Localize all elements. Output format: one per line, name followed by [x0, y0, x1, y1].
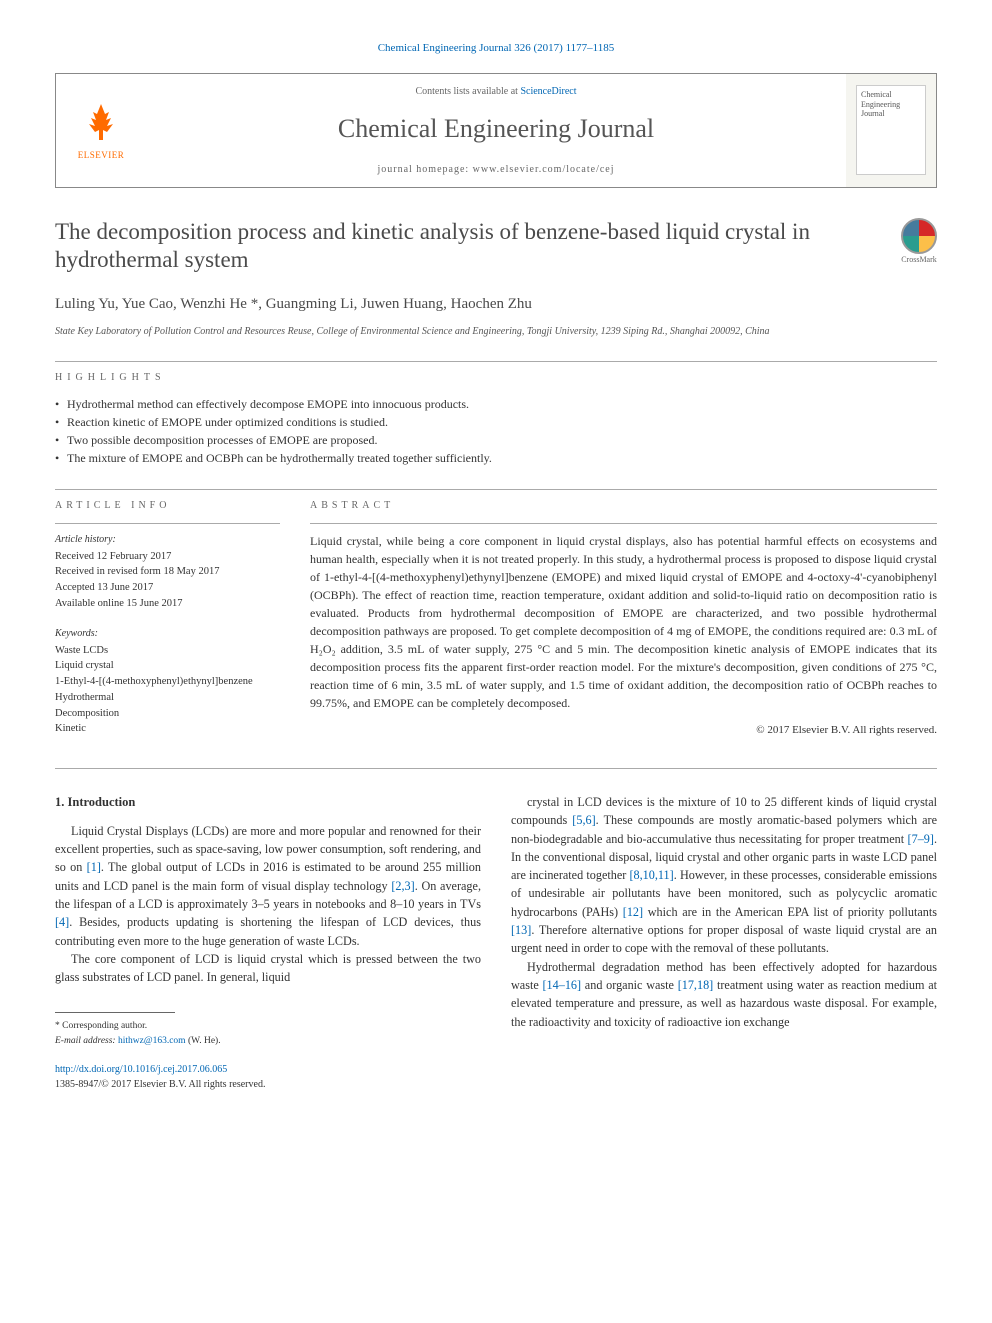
journal-name: Chemical Engineering Journal [154, 109, 838, 148]
authors-line: Luling Yu, Yue Cao, Wenzhi He *, Guangmi… [55, 293, 937, 316]
email-suffix: (W. He). [186, 1036, 221, 1046]
affiliation: State Key Laboratory of Pollution Contro… [55, 324, 937, 339]
keyword: Hydrothermal [55, 690, 280, 706]
citation-bar: Chemical Engineering Journal 326 (2017) … [55, 40, 937, 57]
contents-prefix: Contents lists available at [415, 86, 520, 97]
doi-link[interactable]: http://dx.doi.org/10.1016/j.cej.2017.06.… [55, 1064, 227, 1075]
corr-label: * Corresponding author. [55, 1019, 481, 1033]
keyword: Waste LCDs [55, 643, 280, 659]
crossmark-label: CrossMark [901, 254, 937, 266]
copyright-line: © 2017 Elsevier B.V. All rights reserved… [310, 722, 937, 739]
keyword: Decomposition [55, 706, 280, 722]
highlights-label: HIGHLIGHTS [55, 370, 937, 385]
header-center: Contents lists available at ScienceDirec… [146, 74, 846, 187]
rule [55, 768, 937, 769]
doi-block: http://dx.doi.org/10.1016/j.cej.2017.06.… [55, 1062, 937, 1092]
corr-email-link[interactable]: hithwz@163.com [118, 1036, 186, 1046]
rule [55, 361, 937, 362]
cover-text: Chemical Engineering Journal [856, 85, 926, 175]
issn-line: 1385-8947/© 2017 Elsevier B.V. All right… [55, 1079, 265, 1090]
article-title: The decomposition process and kinetic an… [55, 218, 885, 276]
abstract-label: ABSTRACT [310, 498, 937, 513]
contents-line: Contents lists available at ScienceDirec… [154, 84, 838, 99]
rule [55, 523, 280, 524]
history-line: Received in revised form 18 May 2017 [55, 564, 280, 580]
intro-para: Hydrothermal degradation method has been… [511, 958, 937, 1031]
highlight-item: Hydrothermal method can effectively deco… [55, 395, 937, 413]
abstract-block: ABSTRACT Liquid crystal, while being a c… [310, 498, 937, 739]
highlight-item: The mixture of EMOPE and OCBPh can be hy… [55, 449, 937, 467]
highlights-block: Hydrothermal method can effectively deco… [55, 395, 937, 467]
article-info-label: ARTICLE INFO [55, 498, 280, 513]
email-label: E-mail address: [55, 1036, 118, 1046]
rule [310, 523, 937, 524]
highlight-item: Reaction kinetic of EMOPE under optimize… [55, 413, 937, 431]
crossmark-badge[interactable]: CrossMark [901, 218, 937, 266]
journal-cover-thumb: Chemical Engineering Journal [846, 74, 936, 187]
article-info-block: ARTICLE INFO Article history: Received 1… [55, 498, 280, 739]
rule [55, 489, 937, 490]
intro-para: Liquid Crystal Displays (LCDs) are more … [55, 822, 481, 950]
history-label: Article history: [55, 532, 280, 547]
keyword: Kinetic [55, 721, 280, 737]
elsevier-tree-icon [79, 98, 123, 149]
history-line: Available online 15 June 2017 [55, 596, 280, 612]
body-columns: 1. Introduction Liquid Crystal Displays … [55, 793, 937, 1048]
keyword: 1-Ethyl-4-[(4-methoxyphenyl)ethynyl]benz… [55, 674, 280, 690]
footnote-rule [55, 1012, 175, 1013]
keywords-label: Keywords: [55, 626, 280, 641]
intro-heading: 1. Introduction [55, 793, 481, 812]
elsevier-name: ELSEVIER [78, 149, 125, 163]
history-line: Accepted 13 June 2017 [55, 580, 280, 596]
abstract-text: Liquid crystal, while being a core compo… [310, 532, 937, 712]
history-line: Received 12 February 2017 [55, 549, 280, 565]
crossmark-icon [901, 218, 937, 254]
journal-homepage[interactable]: journal homepage: www.elsevier.com/locat… [154, 162, 838, 177]
highlight-item: Two possible decomposition processes of … [55, 431, 937, 449]
intro-para: The core component of LCD is liquid crys… [55, 950, 481, 987]
keyword: Liquid crystal [55, 658, 280, 674]
journal-header: ELSEVIER Contents lists available at Sci… [55, 73, 937, 188]
intro-para: crystal in LCD devices is the mixture of… [511, 793, 937, 958]
sciencedirect-link[interactable]: ScienceDirect [520, 86, 576, 97]
elsevier-logo[interactable]: ELSEVIER [56, 74, 146, 187]
corresponding-author-note: * Corresponding author. E-mail address: … [55, 1019, 481, 1048]
